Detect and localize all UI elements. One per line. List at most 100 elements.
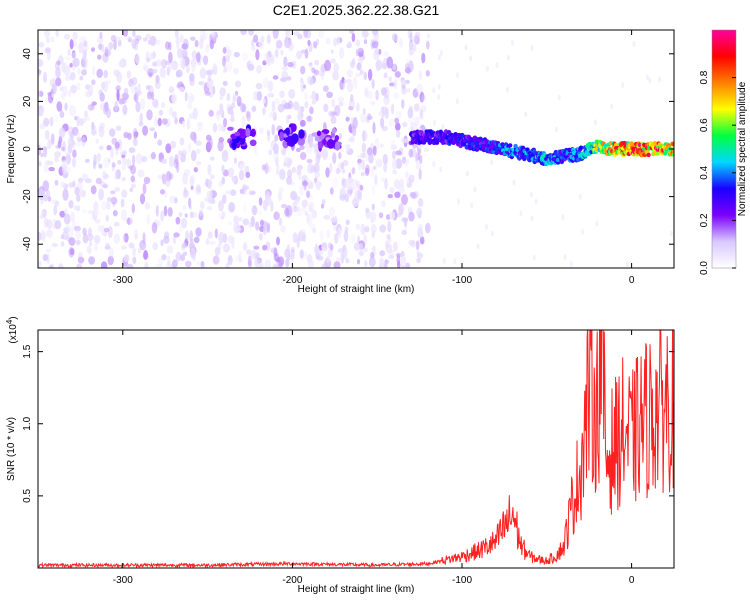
heatmap-noise-cell [280,77,288,83]
heatmap-noise-cell [455,98,459,105]
heatmap-noise-cell [316,181,320,186]
heatmap-noise-cell [299,229,306,236]
heatmap-noise-cell [42,180,50,192]
heatmap-noise-cell [71,139,76,149]
heatmap-noise-cell [265,194,272,207]
heatmap-noise-cell [381,106,388,115]
heatmap-noise-cell [43,217,49,228]
heatmap-noise-cell [253,245,260,250]
heatmap-noise-cell [410,240,416,248]
heatmap-noise-cell [358,250,364,257]
heatmap-noise-cell [174,197,178,204]
heatmap-noise-cell [329,187,334,195]
heatmap-noise-cell [325,255,331,264]
heatmap-noise-cell [532,254,536,261]
heatmap-noise-cell [365,164,370,175]
heatmap-noise-cell [276,236,280,246]
heatmap-noise-cell [60,241,65,247]
heatmap-noise-cell [222,233,228,243]
heatmap-noise-cell [155,59,162,67]
heatmap-noise-cell [93,243,99,252]
heatmap-noise-cell [55,200,60,207]
heatmap-noise-cell [345,257,350,264]
heatmap-noise-cell [210,174,215,180]
heatmap-noise-cell [196,121,204,127]
heatmap-noise-cell [123,233,129,243]
heatmap-noise-cell [414,151,419,163]
heatmap-noise-cell [154,81,161,90]
heatmap-noise-cell [240,30,247,36]
heatmap-noise-cell [95,153,101,165]
heatmap-noise-cell [69,39,74,50]
heatmap-noise-cell [60,146,65,151]
heatmap-noise-cell [371,246,376,253]
heatmap-noise-cell [131,203,135,214]
heatmap-noise-cell [441,124,445,130]
colorbar-tick-label: 0.2 [699,213,710,227]
heatmap-noise-cell [206,178,213,189]
heatmap-noise-cell [304,92,308,101]
heatmap-noise-cell [79,36,87,45]
heatmap-noise-cell [115,149,119,156]
heatmap-noise-cell [258,197,263,206]
heatmap-noise-cell [414,103,420,112]
heatmap-noise-cell [406,88,411,93]
heatmap-noise-cell [91,101,97,106]
heatmap-y-tick-label: 20 [22,95,33,107]
heatmap-noise-cell [151,68,158,74]
heatmap-noise-cell [114,170,118,180]
heatmap-noise-cell [331,215,338,225]
heatmap-y-tick-label: 40 [22,48,33,60]
heatmap-noise-cell [174,30,179,39]
heatmap-noise-cell [75,239,81,246]
heatmap-noise-cell [142,125,149,136]
heatmap-noise-cell [132,127,138,140]
heatmap-noise-cell [251,44,256,52]
heatmap-noise-cell [393,241,398,252]
heatmap-noise-cell [59,86,64,92]
heatmap-noise-cell [63,85,68,97]
heatmap-noise-cell [189,176,195,187]
heatmap-noise-cell [301,199,308,208]
heatmap-noise-cell [38,90,41,97]
heatmap-noise-cell [387,194,393,199]
heatmap-noise-cell [186,64,190,74]
heatmap-noise-cell [175,251,182,262]
heatmap-noise-cell [233,51,240,58]
heatmap-noise-cell [251,205,258,216]
heatmap-noise-cell [349,233,356,244]
heatmap-noise-cell [168,60,173,73]
heatmap-noise-cell [270,200,274,213]
heatmap-noise-cell [54,113,58,123]
heatmap-ridge-cell [453,132,458,137]
heatmap-noise-cell [332,152,337,165]
heatmap-noise-cell [199,38,204,50]
heatmap-noise-cell [50,36,55,43]
heatmap-noise-cell [287,169,293,179]
heatmap-noise-cell [167,255,171,267]
heatmap-noise-cell [392,150,396,160]
heatmap-noise-cell [161,158,167,164]
heatmap-noise-cell [207,231,213,239]
heatmap-noise-cell [150,91,155,101]
heatmap-noise-cell [115,36,121,43]
snr-xlabel: Height of straight line (km) [298,584,415,595]
heatmap-noise-cell [405,178,412,184]
heatmap-noise-cell [171,111,177,119]
heatmap-noise-cell [98,123,104,132]
heatmap-noise-cell [337,248,345,253]
heatmap-noise-cell [245,171,251,179]
heatmap-noise-cell [91,47,95,52]
heatmap-noise-cell [280,225,286,233]
heatmap-noise-cell [148,72,153,78]
heatmap-noise-cell [147,39,151,45]
heatmap-noise-cell [534,198,538,205]
heatmap-noise-cell [248,30,254,36]
heatmap-noise-cell [165,41,170,50]
heatmap-noise-cell [557,94,561,101]
heatmap-noise-cell [153,131,157,139]
heatmap-noise-cell [264,162,269,174]
heatmap-noise-cell [394,117,400,124]
heatmap-noise-cell [261,98,266,104]
heatmap-noise-cell [88,105,95,112]
